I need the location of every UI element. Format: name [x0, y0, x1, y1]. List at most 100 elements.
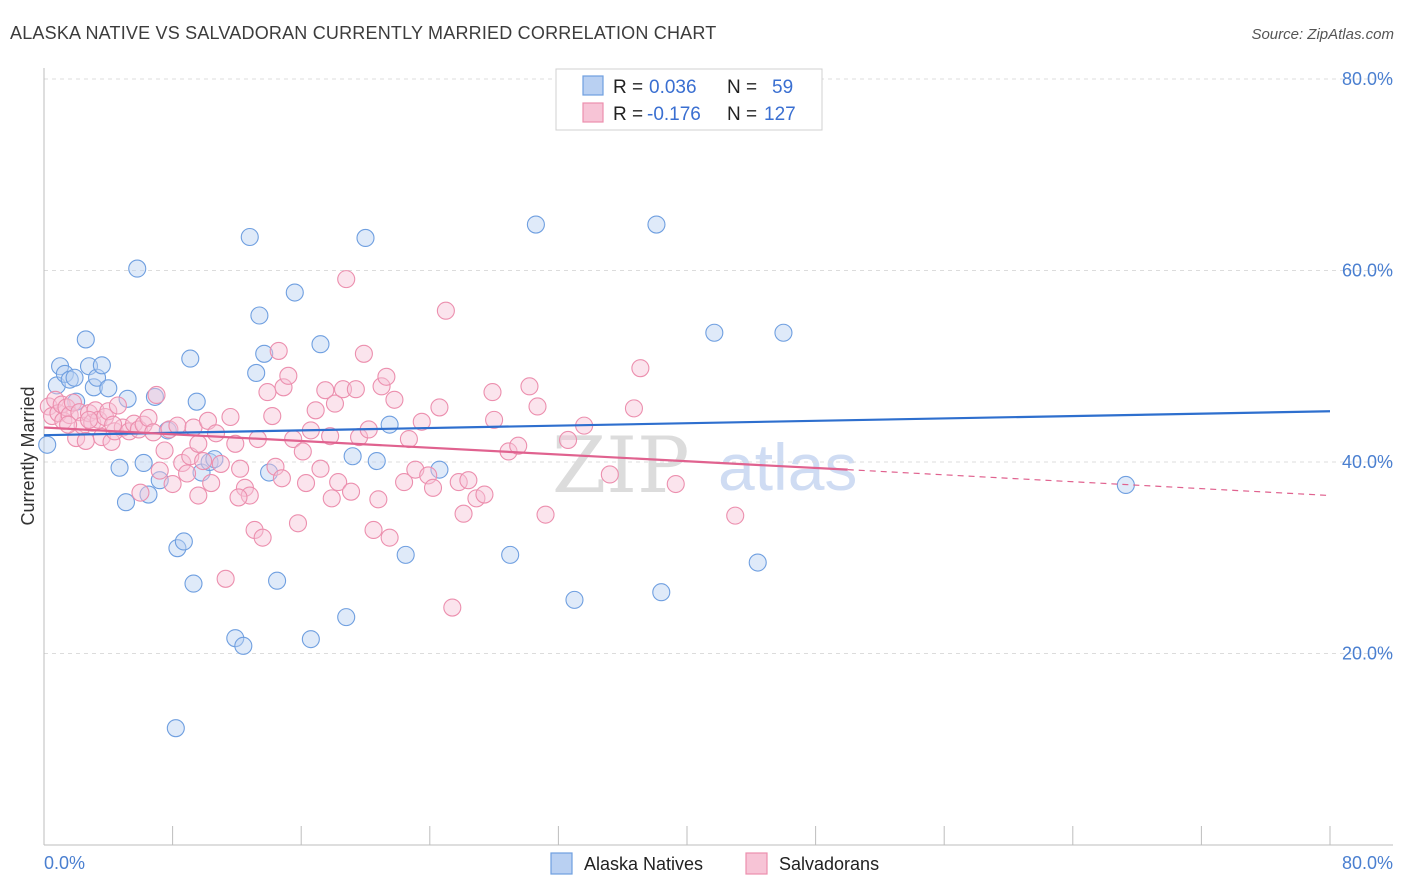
watermark: ZIP atlas — [552, 421, 857, 511]
bottom-legend-swatch-salvadorans — [745, 852, 768, 875]
salvadorans-point — [536, 505, 555, 524]
alaska-natives-trend-line — [43, 410, 1331, 437]
salvadorans-point — [412, 412, 431, 431]
salvadorans-point — [189, 434, 208, 453]
salvadorans-point — [147, 385, 166, 405]
salvadorans-point — [520, 377, 539, 396]
alaska-natives-point — [396, 545, 415, 564]
bottom-legend-label-alaska-natives: Alaska Natives — [584, 854, 703, 874]
salvadorans-point — [226, 434, 245, 453]
salvadorans-point — [150, 461, 169, 480]
legend-n-value: 127 — [764, 104, 796, 125]
salvadorans-point — [288, 514, 308, 533]
alaska-natives-point — [110, 458, 129, 477]
alaska-natives-point — [430, 460, 449, 479]
alaska-natives-point — [187, 392, 206, 411]
alaska-natives-point — [118, 389, 137, 408]
legend-r-label: R = — [613, 77, 643, 98]
salvadorans-point — [430, 398, 449, 417]
salvadorans-point — [726, 506, 745, 525]
salvadorans-point — [59, 415, 78, 434]
x-tick-label-max: 80.0% — [1342, 853, 1393, 873]
salvadorans-point — [240, 486, 259, 505]
y-tick-label: 20.0% — [1342, 644, 1393, 664]
alaska-natives-point — [76, 330, 95, 349]
salvadorans-point — [216, 569, 235, 588]
alaska-natives-point — [92, 356, 111, 375]
chart-source: Source: ZipAtlas.com — [1251, 26, 1394, 43]
salvadorans-point — [108, 396, 127, 415]
alaska-natives-point — [166, 719, 185, 738]
salvadorans-point — [354, 344, 373, 363]
alaska-natives-point — [134, 453, 153, 473]
alaska-natives-point — [337, 608, 356, 627]
salvadorans-point — [99, 402, 118, 421]
alaska-natives-point — [55, 364, 74, 383]
salvadorans-point — [631, 359, 650, 378]
alaska-natives-point — [184, 574, 203, 593]
salvadorans-trend-line — [43, 426, 848, 471]
alaska-natives-point — [356, 228, 375, 247]
salvadorans-point — [385, 390, 404, 409]
salvadorans-point — [211, 454, 230, 473]
alaska-natives-point — [65, 368, 84, 387]
salvadorans-point — [436, 301, 455, 320]
alaska-natives-point — [116, 493, 136, 512]
salvadorans-point — [443, 598, 462, 617]
y-tick-label: 40.0% — [1342, 452, 1393, 472]
salvadorans-point — [253, 528, 272, 547]
salvadorans-point — [194, 451, 213, 471]
salvadorans-point — [221, 407, 240, 427]
trend-lines — [43, 410, 1331, 497]
alaska-natives-point — [268, 571, 287, 590]
salvadorans-point — [202, 474, 221, 493]
legend-r-value: 0.036 — [649, 77, 697, 98]
salvadorans-point — [272, 469, 291, 488]
alaska-natives-point — [240, 227, 259, 247]
salvadorans-point — [178, 464, 197, 483]
legend-r-label: R = — [613, 104, 643, 125]
alaska-natives-point — [705, 323, 724, 342]
salvadorans-point — [485, 410, 504, 429]
alaska-natives-point — [501, 545, 520, 564]
salvadorans-point — [231, 459, 250, 478]
salvadorans-point — [155, 441, 174, 460]
watermark-zip: ZIP — [552, 421, 690, 511]
alaska-natives-point — [174, 532, 193, 551]
series-legend: Alaska Natives Salvadorans — [550, 852, 879, 875]
salvadorans-point — [666, 474, 685, 494]
salvadorans-point — [475, 485, 494, 504]
alaska-natives-point — [128, 259, 147, 278]
salvadorans-point — [600, 465, 619, 484]
alaska-natives-point — [181, 349, 200, 368]
salvadorans-point — [131, 483, 150, 502]
alaska-natives-point — [168, 539, 187, 558]
alaska-natives-point — [247, 363, 266, 383]
salvadorans-point — [483, 383, 502, 402]
alaska-natives-point — [565, 590, 584, 609]
salvadorans-point — [423, 478, 443, 497]
legend-swatch-salvadorans — [582, 102, 604, 123]
salvadorans-point — [624, 399, 644, 418]
alaska-natives-point — [255, 344, 274, 363]
legend-swatch-alaska-natives — [582, 75, 604, 96]
salvadorans-point — [79, 410, 99, 429]
legend-n-value: 59 — [772, 77, 793, 98]
salvadorans-point — [333, 380, 353, 399]
salvadorans-point — [86, 401, 105, 420]
chart-title: ALASKA NATIVE VS SALVADORAN CURRENTLY MA… — [10, 23, 716, 43]
salvadorans-point — [189, 486, 208, 505]
salvadorans-point — [321, 427, 340, 446]
alaska-natives-point — [647, 215, 666, 234]
x-tick-label-min: 0.0% — [44, 853, 85, 873]
salvadorans-point — [229, 488, 248, 507]
salvadorans-point — [509, 436, 528, 455]
salvadorans-point — [322, 489, 341, 508]
gridlines — [44, 78, 1393, 654]
salvadorans-point — [377, 367, 396, 386]
salvadorans-point — [346, 380, 365, 399]
salvadorans-point — [341, 482, 361, 501]
scatter-points — [38, 93, 1135, 738]
legend-n-label: N = — [727, 77, 757, 98]
